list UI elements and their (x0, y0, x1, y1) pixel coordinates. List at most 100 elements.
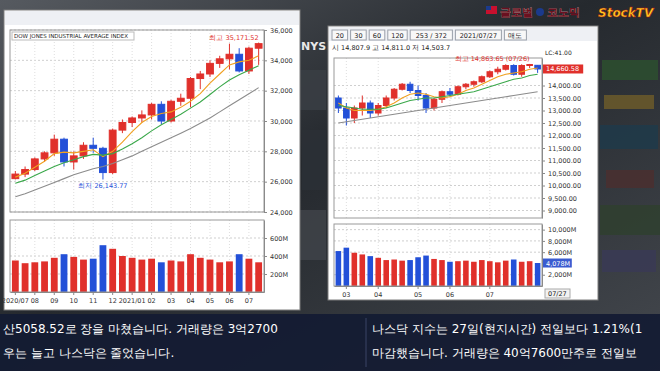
tick: 06 (446, 286, 454, 299)
tick: 08 (31, 292, 39, 305)
tick-label: 36,000 (270, 27, 293, 35)
grid-line (334, 85, 542, 86)
volume-bar (100, 245, 107, 292)
candle-body (61, 139, 68, 162)
tick-mark (248, 292, 249, 295)
candle-body (463, 84, 469, 87)
grid (10, 30, 264, 292)
volume-bar (503, 261, 509, 286)
tick: 12 (109, 292, 117, 305)
moving-average-line (338, 92, 537, 123)
tick-mark (542, 241, 545, 242)
tick-label: 400M (270, 253, 288, 261)
candle-body (344, 108, 350, 118)
tick-label: 10,500.00 (548, 170, 581, 178)
tick-mark (264, 256, 267, 257)
tick: 05 (414, 286, 422, 299)
last-value-tag (543, 259, 572, 268)
tick-label: 04 (374, 291, 382, 299)
candle-body (119, 123, 126, 131)
tick: 2,000M (542, 271, 572, 279)
x-axis: 0304050607 (335, 286, 543, 299)
tick-mark (542, 186, 545, 187)
candle-body (207, 63, 214, 74)
candle-body (527, 65, 533, 66)
logo-text: 코노믹 (547, 6, 580, 19)
toolbar-button[interactable] (332, 30, 348, 40)
candle-body (495, 69, 501, 72)
toolbar-label: 120 (391, 32, 403, 40)
toolbar-button[interactable] (455, 30, 501, 40)
volume-bar (407, 260, 413, 286)
plot-frame (10, 220, 264, 292)
tick: 07 (245, 292, 253, 305)
tick-mark (264, 238, 267, 239)
volume-bar (158, 262, 165, 292)
tick-label: 26,000 (270, 178, 293, 186)
tick-mark (418, 286, 419, 289)
grid-line (334, 185, 542, 186)
grid-line (15, 30, 16, 212)
decor-block (604, 95, 654, 109)
tick-mark (209, 292, 210, 295)
tick-mark (54, 292, 55, 295)
captions: 산5058.52로 장을 마쳤습니다. 거래량은 3억2700우는 늘고 나스닥… (0, 314, 660, 371)
candle-body (255, 44, 262, 49)
tick: 28,000 (264, 148, 293, 156)
tick-mark (542, 148, 545, 149)
tick-label: 2020/07 (2, 297, 29, 305)
candle-body (100, 148, 107, 172)
candle-body (360, 103, 366, 108)
toolbar-label: 30 (354, 32, 362, 40)
toolbar-button[interactable] (388, 30, 407, 40)
toolbar-button[interactable] (351, 30, 367, 40)
tick: 02 (147, 292, 155, 305)
tick-mark (264, 121, 267, 122)
tick-label: 07 (486, 291, 494, 299)
volume-bar (527, 261, 533, 286)
grid-line (346, 58, 347, 218)
tick-label: 05 (206, 297, 214, 305)
decor-block (606, 170, 654, 188)
volume-bar (439, 260, 445, 286)
tick-mark (346, 286, 347, 289)
tick-mark (542, 252, 545, 253)
tick-label: 6,000M (548, 249, 572, 257)
grid-line (334, 240, 542, 241)
volume-bar (447, 262, 453, 286)
tick-label: 05 (414, 291, 422, 299)
tick-mark (73, 292, 74, 295)
annotation: 최고 35,171.52 (209, 34, 258, 42)
plot-frame (10, 30, 264, 212)
axis-line (542, 225, 543, 287)
tick-label: 06 (225, 297, 233, 305)
decor-block (600, 205, 660, 235)
toolbar-button[interactable] (369, 30, 385, 40)
stage: NYS글로벌코노믹StockTV24,00026,00028,00030,000… (0, 0, 660, 371)
decor-block (602, 60, 658, 80)
tick-mark (264, 151, 267, 152)
decor-block (302, 130, 326, 190)
x-axis: 2020/0708091011122021/01020304050607 (2, 292, 265, 305)
tick: 13,000.00 (542, 107, 581, 115)
volume-bar (197, 258, 204, 292)
grid-line (10, 238, 264, 239)
tick-label: 34,000 (270, 57, 293, 65)
tick-mark (15, 292, 16, 295)
grid-line (334, 160, 542, 161)
volume-bar (12, 261, 19, 293)
tick-label: 9,000.00 (548, 207, 577, 215)
toolbar-button[interactable] (504, 30, 526, 40)
logo-text: 글로벌 (500, 6, 533, 19)
tick-mark (542, 123, 545, 124)
volume-bar (344, 248, 350, 286)
toolbar-label: 2021/07/27 (460, 32, 497, 40)
tick-mark (542, 111, 545, 112)
y-axis: 200M400M600M (264, 221, 288, 293)
grid-line (334, 210, 542, 211)
caption-line: 나스닥 지수는 27일(현지시간) 전일보다 1.21%(1 (372, 322, 642, 336)
tick-mark (264, 274, 267, 275)
toolbar-button[interactable] (410, 30, 452, 40)
logo-mark (536, 8, 544, 16)
tick-mark (34, 292, 35, 295)
